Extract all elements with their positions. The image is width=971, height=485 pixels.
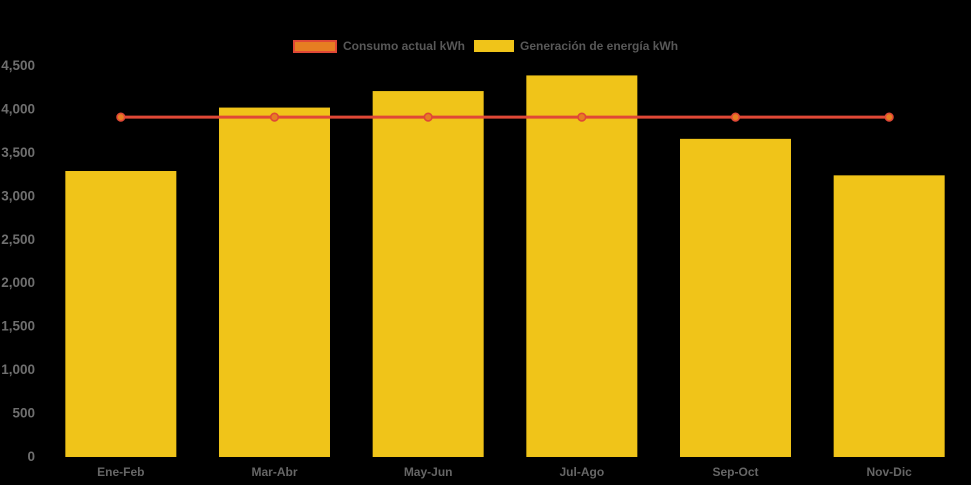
y-axis-label-0: 0: [27, 449, 35, 464]
bar-sep-oct[interactable]: [680, 138, 791, 457]
legend-swatch-generacion-icon: [473, 40, 514, 52]
y-axis-label-3000: 3,000: [1, 188, 35, 203]
x-axis-label-may-jun: May-Jun: [404, 465, 453, 479]
x-axis-label-ene-feb: Ene-Feb: [97, 465, 144, 479]
legend-label-generacion: Generación de energía kWh: [519, 39, 679, 53]
y-axis-label-1500: 1,500: [1, 319, 35, 334]
line-marker-mar-abr[interactable]: [269, 112, 280, 122]
x-axis-label-nov-dic: Nov-Dic: [866, 465, 912, 479]
bar-mar-abr[interactable]: [219, 107, 330, 457]
y-axis-label-4000: 4,000: [1, 101, 35, 116]
y-axis-label-1000: 1,000: [1, 362, 35, 377]
line-marker-nov-dic[interactable]: [884, 112, 894, 122]
line-marker-jul-ago[interactable]: [577, 112, 587, 122]
y-axis-label-2000: 2,000: [1, 275, 35, 290]
y-axis-label-500: 500: [12, 406, 35, 421]
line-marker-sep-oct[interactable]: [730, 112, 741, 122]
legend-item-consumo-actual[interactable]: Consumo actual kWh: [292, 39, 465, 53]
x-axis-label-jul-ago: Jul-Ago: [559, 465, 604, 479]
y-axis-label-3500: 3,500: [1, 145, 35, 160]
y-axis-label-4500: 4,500: [1, 58, 35, 73]
legend-label-consumo: Consumo actual kWh: [342, 39, 465, 53]
line-marker-may-jun[interactable]: [423, 112, 433, 122]
chart-legend: Consumo actual kWh Generación de energía…: [0, 39, 971, 53]
x-axis-label-mar-abr: Mar-Abr: [251, 465, 297, 479]
y-axis-label-2500: 2,500: [1, 232, 35, 247]
x-axis-label-sep-oct: Sep-Oct: [712, 465, 758, 479]
legend-swatch-consumo-icon: [292, 39, 337, 53]
bar-nov-dic[interactable]: [833, 175, 945, 458]
line-marker-ene-feb[interactable]: [116, 112, 126, 122]
bar-jul-ago[interactable]: [526, 75, 638, 457]
legend-item-generacion-energia[interactable]: Generación de energía kWh: [473, 39, 679, 53]
bar-may-jun[interactable]: [372, 91, 484, 458]
bar-ene-feb[interactable]: [65, 171, 177, 457]
